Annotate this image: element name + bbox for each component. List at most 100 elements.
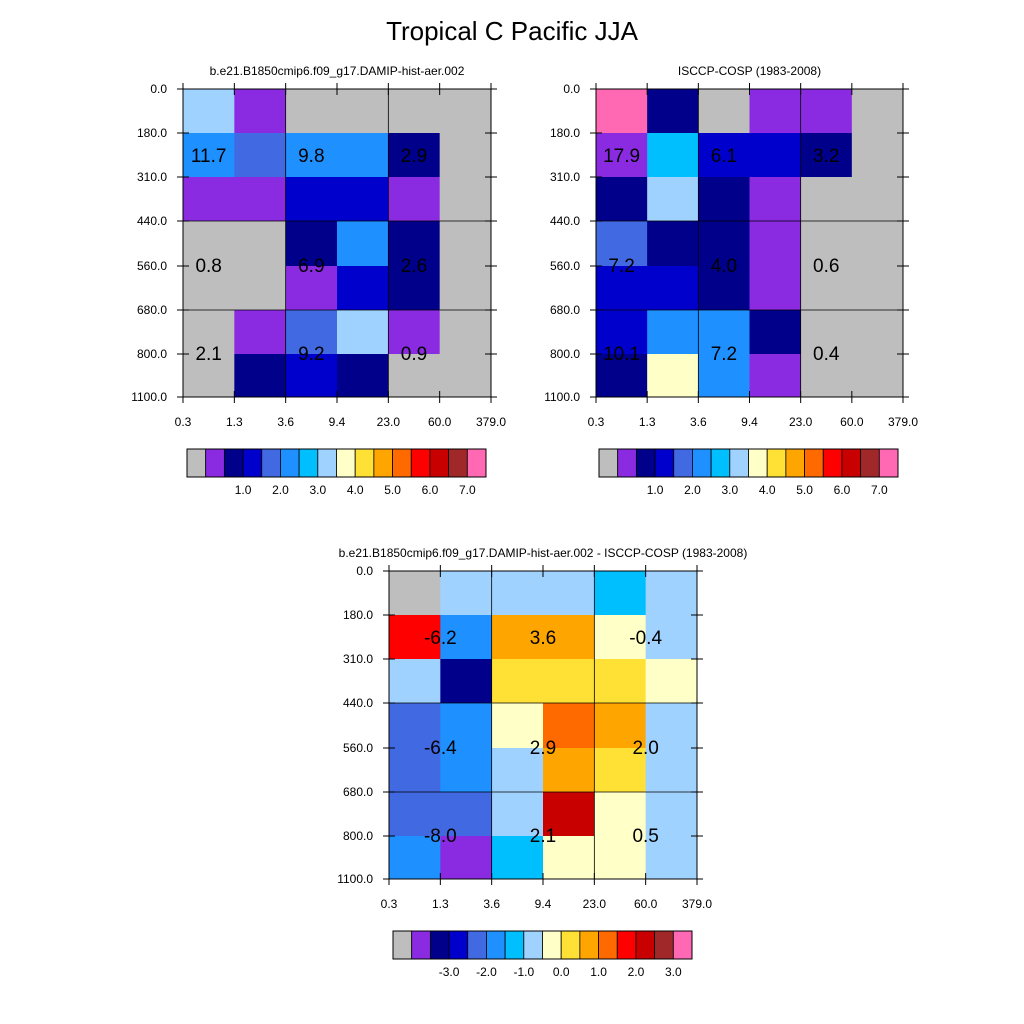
heatmap-cell bbox=[285, 177, 338, 222]
heatmap-cell bbox=[543, 615, 595, 660]
heatmap-cell bbox=[698, 310, 750, 355]
heatmap-cell bbox=[698, 221, 750, 267]
heatmap-cell bbox=[337, 354, 389, 398]
cell-value-label: 6.9 bbox=[298, 256, 324, 277]
x-tick-label: 60.0 bbox=[428, 415, 452, 429]
heatmap-cell bbox=[285, 89, 338, 134]
cell-value-label: 0.6 bbox=[813, 256, 839, 277]
x-tick-label: 1.3 bbox=[226, 415, 243, 429]
panel-diff: 0.0 180.0 310.0 440.0 560.0 680.0 800.0 1100.0 0… bbox=[337, 546, 747, 979]
y-tick-label: 1100.0 bbox=[544, 390, 580, 404]
heatmap-cell bbox=[647, 221, 699, 267]
colorbar-swatch bbox=[242, 448, 263, 478]
heatmap-cell bbox=[749, 89, 802, 134]
heatmap-cell bbox=[440, 792, 493, 837]
heatmap-cell bbox=[439, 133, 492, 178]
x-tick-label: 60.0 bbox=[840, 415, 864, 429]
heatmap-cell bbox=[285, 266, 338, 311]
colorbar-swatch bbox=[748, 448, 768, 478]
heatmap-cell bbox=[647, 89, 699, 134]
colorbar-label: -2.0 bbox=[476, 965, 497, 979]
cell-value-label: 17.9 bbox=[603, 146, 640, 167]
colorbar-swatch bbox=[392, 448, 412, 478]
x-tick-label: 0.3 bbox=[588, 415, 605, 429]
heatmap-cell bbox=[440, 748, 493, 793]
colorbar-swatch bbox=[560, 930, 581, 960]
heatmap-cell bbox=[491, 792, 544, 837]
heatmap-cell bbox=[439, 310, 492, 355]
heatmap-cell bbox=[749, 133, 802, 178]
x-tick-label: 1.3 bbox=[432, 897, 449, 911]
heatmap-cell bbox=[800, 266, 853, 311]
colorbar-label: 4.0 bbox=[347, 483, 364, 497]
cell-value-label: 2.1 bbox=[530, 826, 556, 847]
colorbar-label: 2.0 bbox=[684, 483, 701, 497]
colorbar-swatch bbox=[878, 448, 899, 478]
y-tick-label: 800.0 bbox=[343, 829, 373, 843]
heatmap-cell bbox=[594, 836, 647, 880]
heatmap-cell bbox=[645, 748, 698, 793]
heatmap-cell bbox=[596, 89, 648, 134]
y-tick-label: 180.0 bbox=[137, 126, 167, 140]
colorbar-swatch bbox=[841, 448, 862, 478]
heatmap-cell bbox=[645, 792, 698, 837]
colorbar-swatch bbox=[729, 448, 749, 478]
heatmap-cell bbox=[440, 615, 493, 660]
heatmap-cell bbox=[596, 354, 648, 398]
heatmap-cell bbox=[800, 221, 853, 267]
cell-value-label: 2.9 bbox=[401, 146, 427, 167]
colorbar-swatch bbox=[504, 930, 525, 960]
heatmap-cell bbox=[491, 703, 544, 749]
heatmap-cell bbox=[183, 310, 235, 355]
heatmap-cell bbox=[698, 266, 750, 311]
y-tick-label: 560.0 bbox=[343, 741, 373, 755]
colorbar-swatch bbox=[710, 448, 731, 478]
x-tick-label: 1.3 bbox=[639, 415, 656, 429]
heatmap-cell bbox=[337, 310, 389, 355]
heatmap-cell bbox=[800, 133, 853, 178]
x-tick-label: 23.0 bbox=[789, 415, 813, 429]
figure-title: Tropical C Pacific JJA bbox=[386, 16, 638, 46]
colorbar-swatch bbox=[486, 930, 506, 960]
colorbar-swatch bbox=[411, 930, 431, 960]
heatmap-cell bbox=[543, 571, 595, 616]
colorbar-swatch bbox=[635, 930, 656, 960]
colorbar-swatch bbox=[616, 930, 637, 960]
heatmap-cell bbox=[388, 221, 441, 267]
y-tick-label: 1100.0 bbox=[337, 872, 373, 886]
x-tick-label: 9.4 bbox=[741, 415, 758, 429]
colorbar-swatch bbox=[523, 930, 543, 960]
colorbar-swatch bbox=[542, 930, 562, 960]
heatmap-cell bbox=[594, 571, 647, 616]
heatmap-cell bbox=[594, 659, 647, 704]
cell-value-label: -6.4 bbox=[424, 738, 457, 759]
cell-value-label: 7.2 bbox=[711, 344, 737, 365]
colorbar-label: 1.0 bbox=[235, 483, 252, 497]
heatmap-cell bbox=[439, 354, 492, 398]
colorbar-label: 1.0 bbox=[647, 483, 664, 497]
heatmap-cell bbox=[851, 266, 904, 311]
heatmap-cell bbox=[645, 615, 698, 660]
colorbar-swatch bbox=[804, 448, 824, 478]
x-tick-label: 9.4 bbox=[329, 415, 346, 429]
heatmap-cell bbox=[698, 177, 750, 222]
colorbar-swatch bbox=[598, 448, 619, 478]
panel-title: ISCCP-COSP (1983-2008) bbox=[678, 64, 821, 78]
heatmap-cell bbox=[285, 133, 338, 178]
cell-value-label: 9.2 bbox=[298, 344, 324, 365]
heatmap-cell bbox=[645, 659, 698, 704]
heatmap-cell bbox=[439, 221, 492, 267]
y-tick-label: 180.0 bbox=[550, 126, 580, 140]
heatmap-cell bbox=[234, 354, 287, 398]
heatmap-cell bbox=[749, 177, 802, 222]
x-tick-label: 9.4 bbox=[535, 897, 552, 911]
heatmap-cell bbox=[439, 177, 492, 222]
colorbar-swatch bbox=[654, 448, 675, 478]
heatmap-cell bbox=[596, 133, 648, 178]
heatmap-cell bbox=[647, 133, 699, 178]
heatmap-cell bbox=[388, 133, 441, 178]
heatmap-cell bbox=[389, 571, 441, 616]
colorbar-swatch bbox=[298, 448, 319, 478]
x-tick-label: 379.0 bbox=[888, 415, 918, 429]
